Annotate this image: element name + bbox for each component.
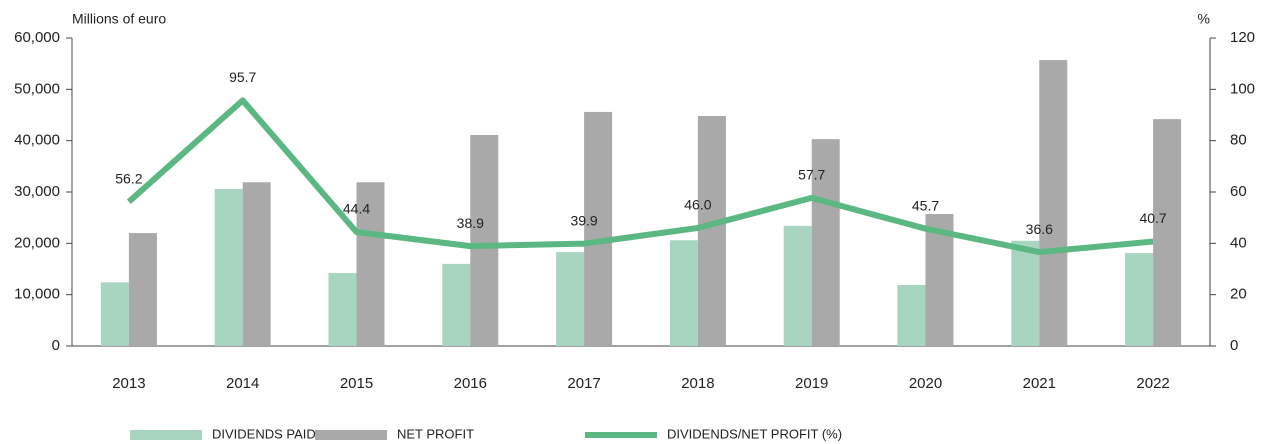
bar — [1125, 253, 1154, 346]
bar — [584, 111, 613, 346]
y2-tick-label: 80 — [1230, 132, 1247, 149]
data-label: 36.6 — [1026, 221, 1053, 237]
bar — [470, 135, 499, 346]
y2-tick-label: 60 — [1230, 183, 1247, 200]
data-label: 56.2 — [115, 170, 142, 186]
y-tick-label: 0 — [52, 337, 60, 354]
bar — [356, 182, 385, 346]
bar — [1039, 60, 1068, 346]
data-label: 39.9 — [570, 212, 597, 228]
bar — [811, 139, 840, 346]
y2-tick-label: 120 — [1230, 29, 1255, 46]
x-tick-label: 2020 — [909, 375, 942, 392]
data-label: 38.9 — [457, 215, 484, 231]
line — [126, 97, 1154, 256]
x-tick-label: 2016 — [454, 375, 487, 392]
x-tick-label: 2017 — [567, 375, 600, 392]
x-tick-label: 2018 — [681, 375, 714, 392]
x-tick-label: 2013 — [112, 375, 145, 392]
y2-tick-label: 40 — [1230, 234, 1247, 251]
y2-axis-label: % — [1198, 11, 1210, 27]
y-tick-label: 60,000 — [14, 29, 60, 46]
bar — [328, 273, 357, 346]
data-label: 45.7 — [912, 197, 939, 213]
data-label: 95.7 — [229, 69, 256, 85]
y2-tick-label: 20 — [1230, 286, 1247, 303]
y-tick-label: 40,000 — [14, 132, 60, 149]
y-tick-label: 20,000 — [14, 234, 60, 251]
y-tick-label: 30,000 — [14, 183, 60, 200]
data-label: 44.4 — [343, 201, 370, 217]
bar — [1011, 240, 1040, 346]
bar — [697, 116, 726, 346]
y-tick-label: 10,000 — [14, 286, 60, 303]
bar — [242, 182, 271, 346]
data-label: 46.0 — [684, 197, 711, 213]
bar — [100, 282, 129, 346]
legend-label: DIVIDENDS/NET PROFIT (%) — [667, 426, 842, 441]
legend-swatch — [585, 432, 657, 438]
bar — [897, 284, 926, 346]
legend-swatch — [130, 430, 202, 440]
x-tick-label: 2015 — [340, 375, 373, 392]
bar — [669, 240, 698, 346]
legend-label: DIVIDENDS PAID — [212, 426, 316, 441]
x-tick-label: 2021 — [1023, 375, 1056, 392]
bar — [783, 225, 812, 346]
y-tick-label: 50,000 — [14, 80, 60, 97]
x-tick-label: 2019 — [795, 375, 828, 392]
data-label: 57.7 — [798, 167, 825, 183]
bar — [442, 263, 471, 346]
bar — [214, 188, 243, 346]
legend-swatch — [315, 430, 387, 440]
y2-tick-label: 0 — [1230, 337, 1238, 354]
y-axis-label: Millions of euro — [72, 11, 166, 27]
x-tick-label: 2014 — [226, 375, 259, 392]
x-tick-label: 2022 — [1136, 375, 1169, 392]
data-label: 40.7 — [1139, 210, 1166, 226]
bar — [556, 252, 585, 346]
bar — [1153, 119, 1182, 347]
legend-label: NET PROFIT — [397, 426, 474, 441]
y2-tick-label: 100 — [1230, 80, 1255, 97]
bar — [128, 233, 157, 346]
